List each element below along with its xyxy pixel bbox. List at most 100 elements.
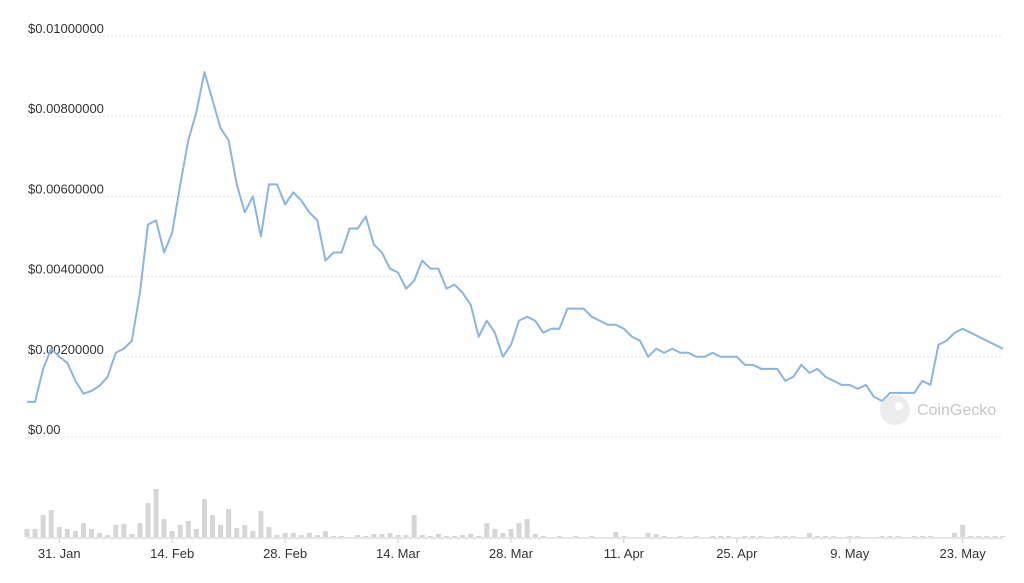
volume-bar — [984, 536, 990, 537]
volume-bar — [161, 519, 167, 537]
volume-bar — [895, 536, 901, 537]
x-tick-label: 9. May — [830, 546, 870, 561]
volume-bar — [847, 536, 853, 537]
volume-bar — [1000, 536, 1006, 537]
volume-bar — [80, 523, 86, 537]
volume-bar — [661, 536, 667, 537]
volume-bar — [395, 535, 401, 537]
volume-bar — [274, 535, 280, 537]
y-tick-label: $0.01000000 — [28, 21, 104, 36]
x-tick-label: 25. Apr — [716, 546, 758, 561]
x-tick-label: 28. Mar — [489, 546, 534, 561]
y-tick-label: $0.00400000 — [28, 262, 104, 277]
x-tick-label: 23. May — [940, 546, 987, 561]
volume-bar — [887, 536, 893, 537]
volume-bar — [298, 535, 304, 537]
volume-bar — [540, 536, 546, 537]
volume-bar — [742, 536, 748, 537]
volume-bar — [879, 536, 885, 537]
watermark-logo-eye — [895, 402, 903, 410]
volume-bar — [516, 523, 522, 537]
volume-bar — [56, 527, 62, 537]
volume-bar — [387, 533, 393, 537]
volume-bar — [492, 529, 498, 537]
volume-bar — [242, 525, 248, 537]
volume-bar — [693, 536, 699, 537]
volume-bar — [113, 525, 119, 537]
watermark-text: CoinGecko — [917, 402, 996, 419]
volume-bar — [524, 519, 530, 537]
volume-bar — [169, 531, 175, 537]
volume-bar — [282, 533, 288, 537]
volume-bar — [64, 529, 70, 537]
volume-bar — [89, 529, 95, 537]
watermark: CoinGecko — [880, 395, 996, 425]
volume-bar — [968, 536, 974, 537]
volume-bar — [443, 536, 449, 537]
volume-bar — [814, 536, 820, 537]
volume-bar — [322, 531, 328, 537]
volume-bar — [234, 528, 240, 537]
volume-bar — [613, 532, 619, 537]
volume-bar — [193, 529, 199, 537]
volume-bar — [363, 536, 369, 537]
watermark-logo — [880, 395, 910, 425]
volume-bar — [500, 533, 506, 537]
volume-bar — [572, 536, 578, 537]
volume-bar — [290, 533, 296, 537]
volume-bar — [911, 536, 917, 537]
volume-bar — [621, 536, 627, 537]
volume-bar — [726, 536, 732, 537]
y-tick-label: $0.00200000 — [28, 342, 104, 357]
volume-bar — [403, 535, 409, 537]
volume-bar — [556, 536, 562, 537]
volume-bar — [589, 536, 595, 537]
y-tick-label: $0.00 — [28, 422, 61, 437]
volume-bar — [508, 529, 514, 537]
volume-bar — [790, 536, 796, 537]
volume-bar — [250, 531, 256, 537]
volume-bar — [371, 534, 377, 537]
volume-bar — [710, 536, 716, 537]
price-line — [27, 71, 1004, 403]
volume-bar — [379, 534, 385, 537]
volume-bar — [718, 536, 724, 537]
volume-bar — [314, 535, 320, 537]
volume-bar — [782, 536, 788, 537]
volume-bar — [419, 535, 425, 537]
volume-bar — [226, 509, 232, 537]
volume-bar — [976, 536, 982, 537]
volume-bar — [427, 536, 433, 537]
volume-bar — [121, 524, 127, 537]
volume-bar — [210, 515, 216, 537]
y-tick-label: $0.00800000 — [28, 101, 104, 116]
volume-bar — [72, 531, 78, 537]
volume-bar — [435, 534, 441, 537]
volume-bar — [855, 536, 861, 537]
volume-bar — [452, 536, 458, 537]
volume-bar — [355, 535, 361, 537]
volume-bar — [339, 536, 345, 537]
volume-bar — [411, 515, 417, 537]
volume-bar — [24, 529, 30, 537]
y-tick-label: $0.00600000 — [28, 181, 104, 196]
volume-bar — [48, 510, 54, 537]
volume-bar — [952, 533, 958, 537]
volume-bar — [774, 536, 780, 537]
volume-bar — [201, 499, 207, 537]
volume-bar — [185, 521, 191, 537]
volume-bar — [919, 536, 925, 537]
x-tick-label: 14. Feb — [150, 546, 194, 561]
volume-bar — [653, 534, 659, 537]
volume-bar — [331, 536, 337, 537]
volume-bar — [645, 533, 651, 537]
volume-bar — [258, 511, 264, 537]
volume-bar — [750, 536, 756, 537]
x-tick-label: 14. Mar — [376, 546, 421, 561]
volume-bar — [677, 536, 683, 537]
volume-bar — [484, 523, 490, 537]
volume-bar — [823, 536, 829, 537]
volume-bar — [137, 523, 143, 537]
volume-bar — [105, 535, 111, 537]
